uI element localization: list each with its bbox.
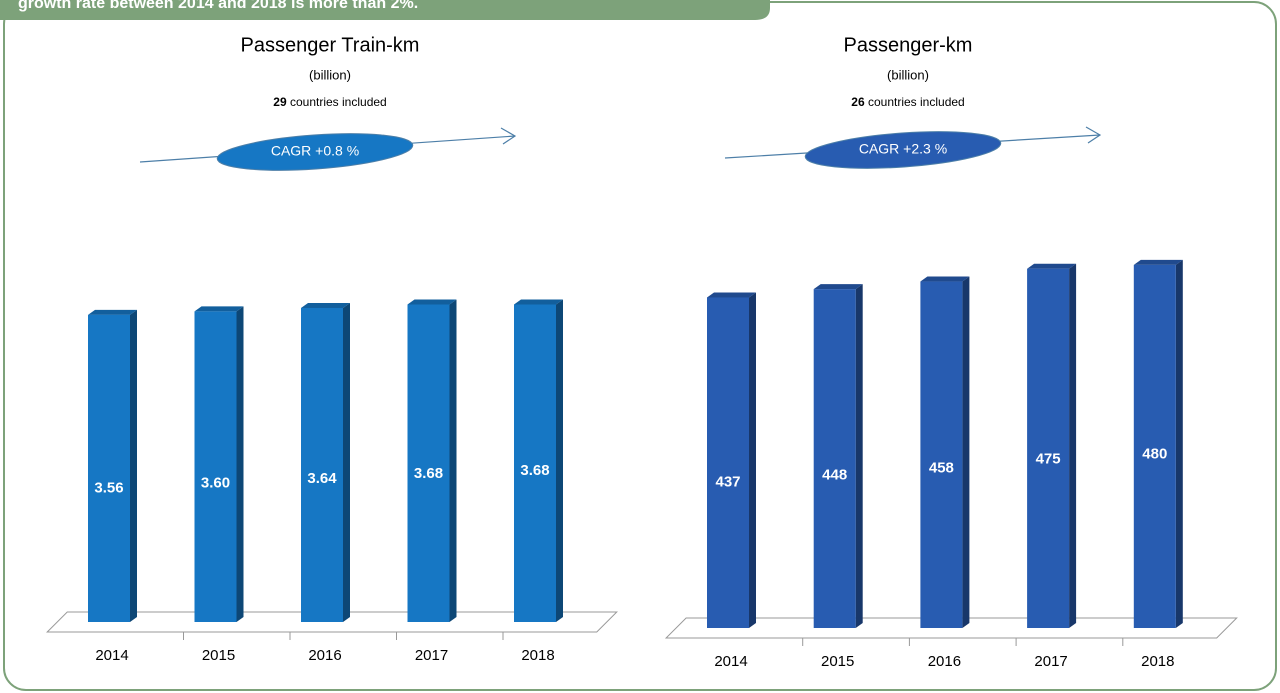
cagr-ellipse: [216, 133, 414, 171]
bar: [194, 311, 237, 622]
bar: [920, 281, 963, 628]
x-tick-label: 2017: [415, 647, 448, 664]
note-count: 29: [273, 95, 287, 109]
bar-side: [556, 299, 563, 622]
bar-side: [962, 276, 970, 628]
x-tick-label: 2015: [202, 647, 235, 664]
cagr-label: CAGR +2.3 %: [859, 141, 947, 157]
note-count: 26: [851, 95, 865, 109]
banner-bg: [0, 0, 770, 20]
bar-side: [343, 302, 350, 622]
bar: [88, 314, 130, 622]
x-tick-label: 2014: [95, 647, 128, 664]
x-tick-label: 2015: [821, 653, 854, 670]
bar: [1027, 268, 1070, 628]
bar-top: [813, 284, 863, 290]
chart-subtitle: (billion): [309, 67, 351, 82]
bar-top: [707, 292, 756, 298]
bar: [1133, 264, 1176, 628]
bar: [707, 297, 749, 628]
bar-side: [130, 309, 137, 622]
value-label: 480: [1142, 445, 1167, 462]
bar: [514, 304, 556, 622]
value-label: 3.68: [414, 465, 443, 482]
bar-side: [236, 306, 244, 622]
chart-title: Passenger Train-km: [241, 34, 420, 56]
value-label: 458: [929, 460, 954, 477]
x-tick-label: 2016: [308, 647, 341, 664]
bar-side: [749, 292, 756, 628]
bar-top: [514, 299, 563, 305]
bar: [407, 304, 450, 622]
x-tick-label: 2014: [714, 653, 747, 670]
bar-side: [855, 284, 863, 628]
note-text: countries included: [290, 95, 387, 109]
chart-subtitle: (billion): [887, 67, 929, 82]
x-tick-label: 2018: [1141, 653, 1174, 670]
cagr-label: CAGR +0.8 %: [271, 143, 359, 159]
bar: [301, 307, 343, 622]
cagr-ellipse: [804, 131, 1002, 169]
chart-title: Passenger-km: [844, 34, 973, 56]
bar-top: [88, 309, 137, 315]
bar: [813, 289, 856, 628]
note-text: countries included: [868, 95, 965, 109]
bar-side: [1069, 263, 1077, 628]
value-label: 3.56: [94, 479, 123, 496]
bar-top: [407, 299, 457, 305]
note: 26 countries included: [851, 95, 964, 109]
x-tick-label: 2017: [1034, 653, 1067, 670]
value-label: 437: [715, 474, 740, 491]
arrow-head: [500, 127, 517, 145]
value-label: 3.68: [520, 462, 549, 479]
bar-side: [1175, 259, 1183, 628]
bar-top: [1133, 259, 1183, 265]
note: 29 countries included: [273, 95, 386, 109]
bar-top: [920, 276, 970, 282]
bar-side: [449, 299, 457, 622]
x-tick-label: 2016: [928, 653, 961, 670]
banner-text: growth rate between 2014 and 2018 is mor…: [18, 0, 418, 12]
value-label: 3.64: [307, 470, 337, 487]
bar-top: [301, 302, 350, 308]
bar-top: [194, 306, 244, 312]
value-label: 448: [822, 467, 847, 484]
value-label: 3.60: [201, 475, 230, 492]
bar-top: [1027, 263, 1077, 269]
x-tick-label: 2018: [521, 647, 554, 664]
arrow-head: [1085, 126, 1102, 144]
value-label: 475: [1036, 450, 1061, 467]
